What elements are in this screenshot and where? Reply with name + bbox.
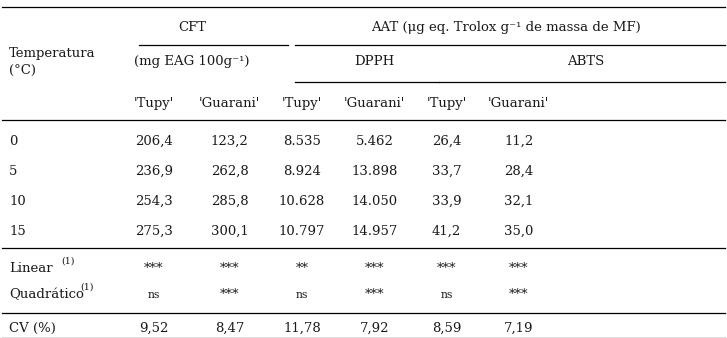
Text: 'Tupy': 'Tupy' <box>427 97 467 110</box>
Text: 0: 0 <box>9 135 17 148</box>
Text: 285,8: 285,8 <box>211 195 249 208</box>
Text: 'Guarani': 'Guarani' <box>199 97 260 110</box>
Text: 26,4: 26,4 <box>432 135 462 148</box>
Text: ***: *** <box>220 262 239 274</box>
Text: 'Tupy': 'Tupy' <box>134 97 174 110</box>
Text: 7,92: 7,92 <box>360 321 389 335</box>
Text: 8.924: 8.924 <box>283 165 321 178</box>
Text: **: ** <box>296 262 308 274</box>
Text: 'Tupy': 'Tupy' <box>282 97 322 110</box>
Text: ***: *** <box>509 288 529 301</box>
Text: DPPH: DPPH <box>354 55 395 68</box>
Text: (1): (1) <box>61 256 75 265</box>
Text: 14.050: 14.050 <box>351 195 398 208</box>
Text: 8,47: 8,47 <box>215 321 244 335</box>
Text: ns: ns <box>441 290 453 300</box>
Text: 'Guarani': 'Guarani' <box>344 97 405 110</box>
Text: 15: 15 <box>9 225 26 238</box>
Text: 236,9: 236,9 <box>135 165 173 178</box>
Text: 206,4: 206,4 <box>135 135 173 148</box>
Text: ***: *** <box>365 262 384 274</box>
Text: (mg EAG 100g⁻¹): (mg EAG 100g⁻¹) <box>134 55 249 68</box>
Text: Temperatura
(°C): Temperatura (°C) <box>9 47 96 77</box>
Text: ***: *** <box>220 288 239 301</box>
Text: 33,9: 33,9 <box>432 195 462 208</box>
Text: 8.535: 8.535 <box>283 135 321 148</box>
Text: (1): (1) <box>80 283 94 292</box>
Text: 10.628: 10.628 <box>279 195 325 208</box>
Text: 'Guarani': 'Guarani' <box>489 97 550 110</box>
Text: 13.898: 13.898 <box>351 165 398 178</box>
Text: 262,8: 262,8 <box>211 165 249 178</box>
Text: ns: ns <box>296 290 308 300</box>
Text: CV (%): CV (%) <box>9 321 56 335</box>
Text: 11,2: 11,2 <box>505 135 534 148</box>
Text: 5.462: 5.462 <box>356 135 393 148</box>
Text: 254,3: 254,3 <box>135 195 173 208</box>
Text: 41,2: 41,2 <box>432 225 461 238</box>
Text: 10: 10 <box>9 195 26 208</box>
Text: 9,52: 9,52 <box>139 321 169 335</box>
Text: CFT: CFT <box>178 21 206 33</box>
Text: ***: *** <box>509 262 529 274</box>
Text: 8,59: 8,59 <box>432 321 462 335</box>
Text: 28,4: 28,4 <box>505 165 534 178</box>
Text: ns: ns <box>148 290 160 300</box>
Text: 123,2: 123,2 <box>211 135 249 148</box>
Text: Linear: Linear <box>9 262 53 274</box>
Text: ABTS: ABTS <box>567 55 604 68</box>
Text: 300,1: 300,1 <box>211 225 249 238</box>
Text: 275,3: 275,3 <box>135 225 173 238</box>
Text: 7,19: 7,19 <box>504 321 534 335</box>
Text: AAT (μg eq. Trolox g⁻¹ de massa de MF): AAT (μg eq. Trolox g⁻¹ de massa de MF) <box>371 21 641 33</box>
Text: 35,0: 35,0 <box>505 225 534 238</box>
Text: ***: *** <box>437 262 457 274</box>
Text: 32,1: 32,1 <box>505 195 534 208</box>
Text: 10.797: 10.797 <box>279 225 325 238</box>
Text: 11,78: 11,78 <box>284 321 321 335</box>
Text: 14.957: 14.957 <box>351 225 398 238</box>
Text: 5: 5 <box>9 165 17 178</box>
Text: ***: *** <box>144 262 164 274</box>
Text: ***: *** <box>365 288 384 301</box>
Text: Quadrático: Quadrático <box>9 288 84 301</box>
Text: 33,7: 33,7 <box>432 165 462 178</box>
